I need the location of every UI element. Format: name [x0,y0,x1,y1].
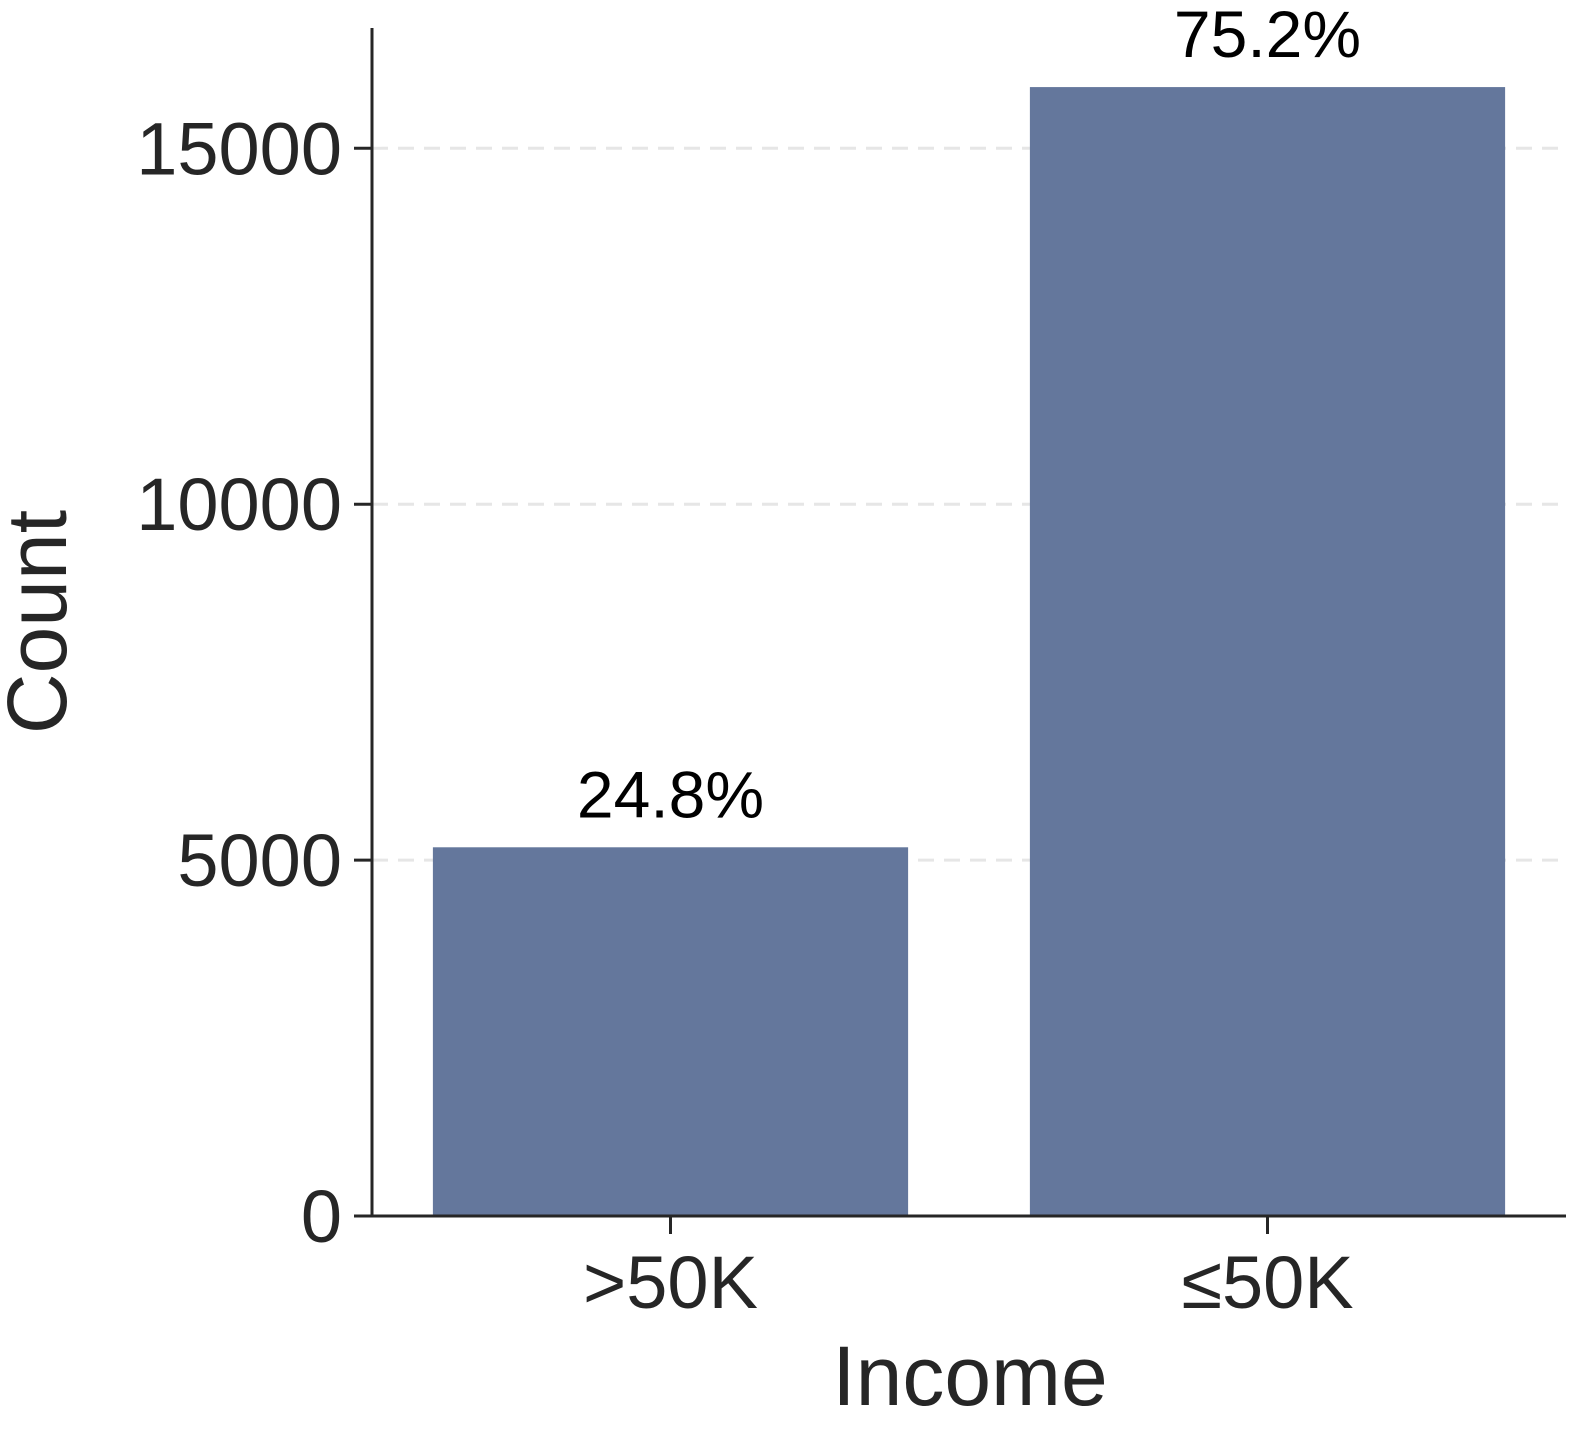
y-tick-label: 0 [301,1175,342,1258]
y-tick-label: 5000 [177,819,342,902]
bar-label: 24.8% [577,757,764,831]
y-tick-label: 15000 [136,107,342,190]
x-axis-label: Income [832,1329,1107,1423]
x-tick-label: ≤50K [1181,1241,1353,1324]
y-axis-label: Count [0,510,84,734]
y-tick-label: 10000 [136,463,342,546]
bar-label: 75.2% [1174,0,1361,71]
bar [1029,87,1506,1216]
bar [432,847,909,1216]
x-tick-label: >50K [583,1241,758,1324]
